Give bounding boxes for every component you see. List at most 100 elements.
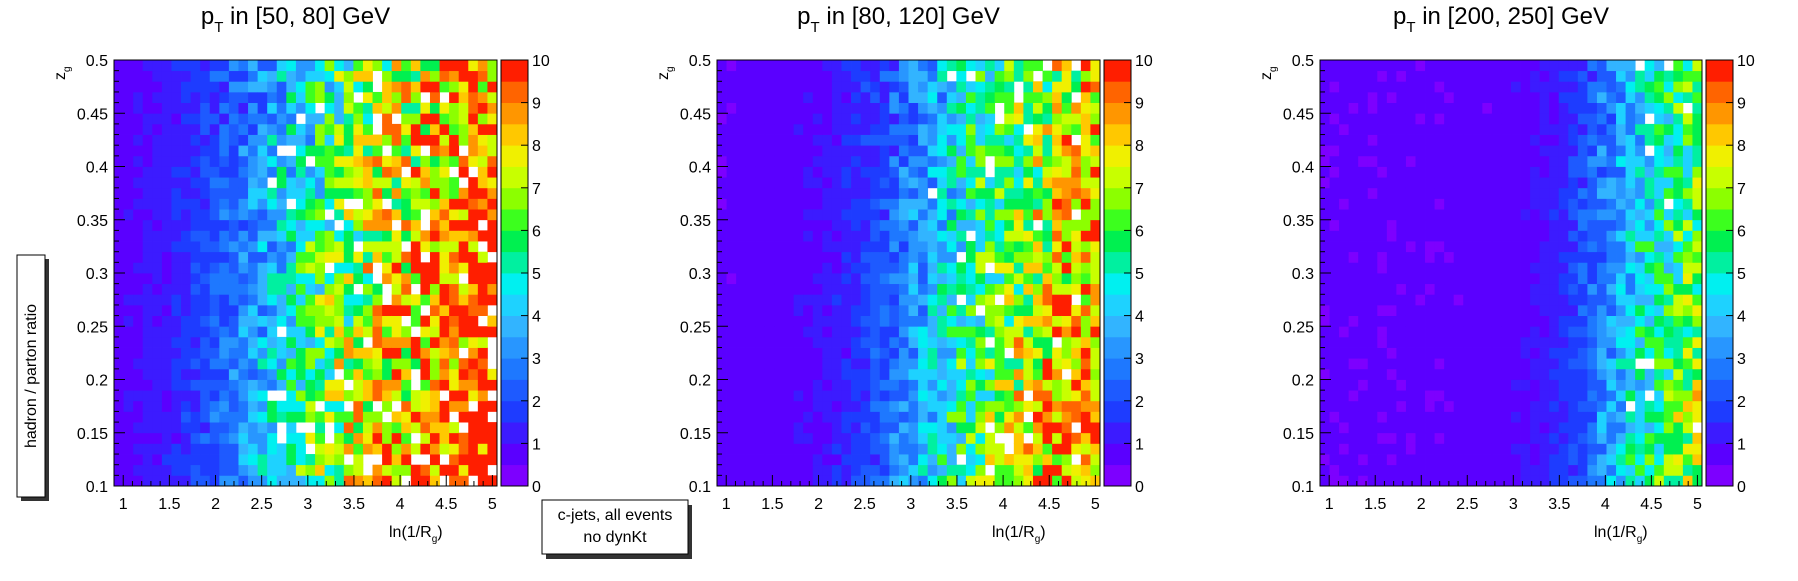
heatmap-cell xyxy=(191,475,201,486)
y-tick-label: 0.5 xyxy=(689,53,711,70)
heatmap-cell xyxy=(841,220,851,231)
heatmap-cell xyxy=(1692,60,1702,71)
heatmap-cell xyxy=(114,326,124,337)
heatmap-cell xyxy=(1023,465,1033,476)
heatmap-cell xyxy=(1023,305,1033,316)
heatmap-cell xyxy=(755,380,765,391)
heatmap-cell xyxy=(1396,262,1406,273)
heatmap-cell xyxy=(880,454,890,465)
heatmap-cell xyxy=(143,337,153,348)
heatmap-cell xyxy=(1673,135,1683,146)
heatmap-cell xyxy=(1692,294,1702,305)
heatmap-cell xyxy=(1645,209,1655,220)
heatmap-cell xyxy=(813,411,823,422)
heatmap-cell xyxy=(1607,71,1617,82)
heatmap-cell xyxy=(315,262,325,273)
heatmap-cell xyxy=(899,92,909,103)
heatmap-cell xyxy=(1377,177,1387,188)
heatmap-cell xyxy=(382,390,392,401)
heatmap-cell xyxy=(353,230,363,241)
heatmap-cell xyxy=(1626,326,1636,337)
heatmap-cell xyxy=(277,358,287,369)
heatmap-cell xyxy=(870,241,880,252)
heatmap-cell xyxy=(401,294,411,305)
heatmap-cell xyxy=(1043,369,1053,380)
heatmap-cell xyxy=(880,177,890,188)
heatmap-cell xyxy=(1521,167,1531,178)
heatmap-cell xyxy=(1023,60,1033,71)
heatmap-cell xyxy=(440,294,450,305)
heatmap-cell xyxy=(181,156,191,167)
heatmap-cell xyxy=(363,305,373,316)
heatmap-cell xyxy=(1320,443,1330,454)
heatmap-cell xyxy=(258,230,268,241)
heatmap-cell xyxy=(1368,390,1378,401)
heatmap-cell xyxy=(813,284,823,295)
heatmap-cell xyxy=(1511,369,1521,380)
heatmap-cell xyxy=(727,443,737,454)
heatmap-cell xyxy=(1540,71,1550,82)
heatmap-cell xyxy=(880,433,890,444)
heatmap-cell xyxy=(1406,241,1416,252)
heatmap-cell xyxy=(248,433,258,444)
heatmap-cell xyxy=(832,177,842,188)
heatmap-cell xyxy=(1330,411,1340,422)
heatmap-cell xyxy=(755,411,765,422)
heatmap-cell xyxy=(1578,454,1588,465)
heatmap-cell xyxy=(306,71,316,82)
heatmap-cell xyxy=(1052,305,1062,316)
heatmap-cell xyxy=(1368,60,1378,71)
heatmap-cell xyxy=(401,113,411,124)
heatmap-cell xyxy=(478,305,488,316)
x-tick-label: 5 xyxy=(1091,496,1100,513)
heatmap-cell xyxy=(1540,81,1550,92)
heatmap-cell xyxy=(1511,348,1521,359)
heatmap-cell xyxy=(286,337,296,348)
heatmap-cell xyxy=(1358,411,1368,422)
heatmap-cell xyxy=(1052,294,1062,305)
heatmap-cell xyxy=(420,326,430,337)
heatmap-cell xyxy=(803,358,813,369)
heatmap-cell xyxy=(774,401,784,412)
heatmap-cell xyxy=(468,411,478,422)
heatmap-cell xyxy=(1501,198,1511,209)
heatmap-cell xyxy=(468,198,478,209)
heatmap-cell xyxy=(1492,465,1502,476)
heatmap-cell xyxy=(1033,411,1043,422)
y-tick-label: 0.15 xyxy=(680,426,711,443)
heatmap-cell xyxy=(841,273,851,284)
heatmap-cell xyxy=(267,135,277,146)
heatmap-cell xyxy=(325,156,335,167)
heatmap-cell xyxy=(219,81,229,92)
heatmap-cell xyxy=(1692,177,1702,188)
heatmap-cell xyxy=(133,337,143,348)
heatmap-cell xyxy=(928,465,938,476)
heatmap-cell xyxy=(1396,135,1406,146)
heatmap-cell xyxy=(1597,294,1607,305)
heatmap-cell xyxy=(813,433,823,444)
heatmap-cell xyxy=(841,401,851,412)
heatmap-cell xyxy=(1521,177,1531,188)
heatmap-cell xyxy=(162,422,172,433)
heatmap-cell xyxy=(1339,113,1349,124)
heatmap-cell xyxy=(401,71,411,82)
heatmap-cell xyxy=(1368,316,1378,327)
heatmap-cell xyxy=(1559,198,1569,209)
heatmap-cell xyxy=(918,401,928,412)
heatmap-cell xyxy=(143,241,153,252)
heatmap-cell xyxy=(794,358,804,369)
heatmap-cell xyxy=(162,124,172,135)
heatmap-cell xyxy=(238,305,248,316)
heatmap-cell xyxy=(277,465,287,476)
heatmap-cell xyxy=(133,81,143,92)
heatmap-cell xyxy=(966,92,976,103)
heatmap-cell xyxy=(449,433,459,444)
heatmap-cell xyxy=(411,177,421,188)
heatmap-cell xyxy=(889,284,899,295)
heatmap-cell xyxy=(286,475,296,486)
heatmap-cell xyxy=(248,465,258,476)
heatmap-cell xyxy=(1377,92,1387,103)
heatmap-cell xyxy=(411,188,421,199)
heatmap-cell xyxy=(344,188,354,199)
heatmap-cell xyxy=(334,337,344,348)
